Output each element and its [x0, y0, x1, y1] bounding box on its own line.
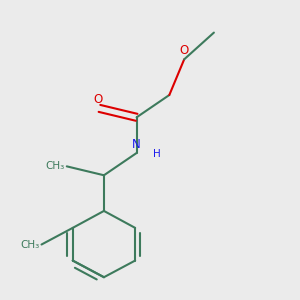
Text: CH₃: CH₃ [45, 161, 64, 171]
Text: O: O [93, 93, 103, 106]
Text: CH₃: CH₃ [21, 239, 40, 250]
Text: O: O [180, 44, 189, 57]
Text: N: N [132, 139, 141, 152]
Text: H: H [153, 149, 161, 160]
